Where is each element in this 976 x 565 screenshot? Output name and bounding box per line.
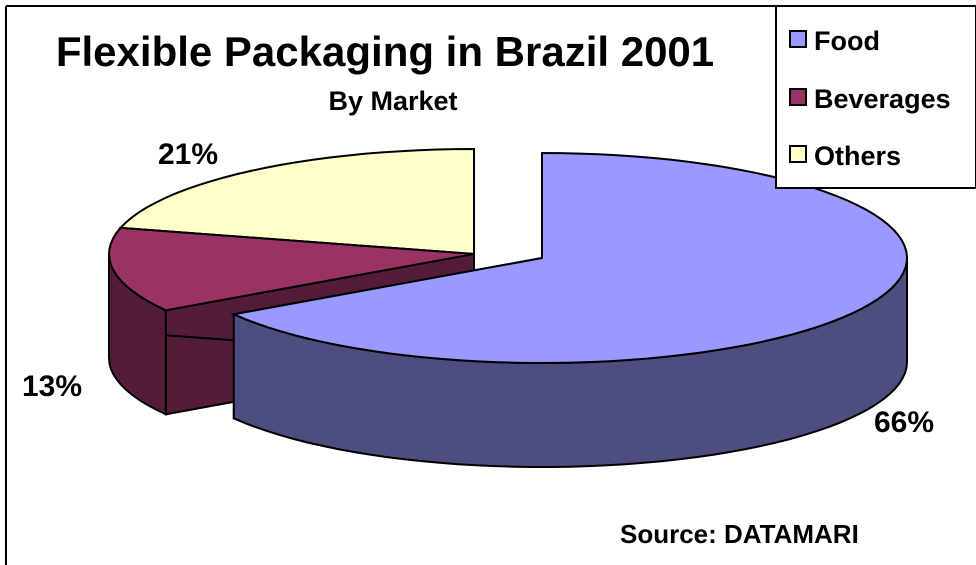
slice-top-beverages [107, 226, 475, 312]
chart-subtitle: By Market [328, 86, 457, 116]
pie-slice-food [230, 151, 909, 468]
legend-swatch-food [789, 30, 807, 48]
data-label-others: 21% [158, 138, 218, 171]
data-label-beverages: 13% [22, 370, 82, 403]
data-label-food: 66% [874, 406, 934, 439]
legend-swatch-beverages [789, 88, 807, 106]
slice-top-food [230, 151, 909, 365]
source-note: Source: DATAMARI [620, 519, 859, 549]
legend-label-beverages: Beverages [814, 84, 951, 114]
chart-title: Flexible Packaging in Brazil 2001 [56, 28, 714, 75]
legend-label-others: Others [814, 141, 901, 171]
legend-box [775, 5, 976, 189]
slice-top-others [118, 147, 475, 256]
legend: Food Beverages Others [775, 5, 976, 189]
legend-label-food: Food [814, 26, 880, 56]
pie-sides [107, 147, 909, 468]
legend-swatch-others [789, 145, 807, 163]
